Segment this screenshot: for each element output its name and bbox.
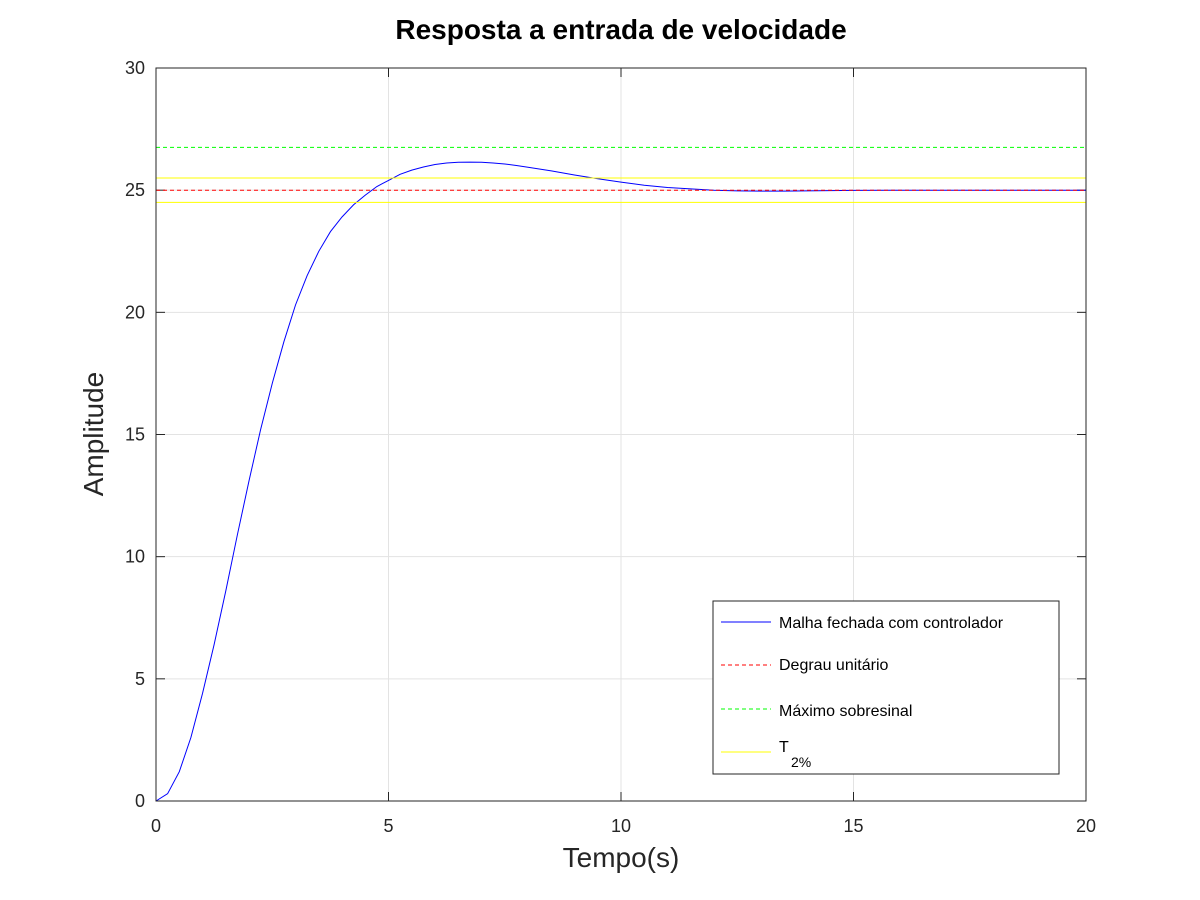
legend-label-maximo-sobresinal: Máximo sobresinal (779, 703, 912, 720)
y-tick-label: 0 (135, 791, 145, 811)
y-tick-label: 30 (125, 58, 145, 78)
legend-label-malha-fechada: Malha fechada com controlador (779, 615, 1004, 632)
y-tick-label: 5 (135, 669, 145, 689)
x-axis-label: Tempo(s) (563, 842, 680, 873)
series-lines (155, 146, 1086, 802)
series-line-0 (155, 161, 1086, 802)
legend: Malha fechada com controlador Degrau uni… (712, 600, 1060, 775)
x-tick-label: 5 (383, 816, 393, 836)
y-tick-label: 20 (125, 302, 145, 322)
y-tick-label: 15 (125, 425, 145, 445)
chart-title: Resposta a entrada de velocidade (395, 14, 846, 45)
axis-ticks: 0 5 10 15 20 0 5 10 15 20 25 30 (125, 58, 1096, 836)
x-tick-label: 0 (151, 816, 161, 836)
y-tick-label: 10 (125, 547, 145, 567)
x-tick-label: 20 (1076, 816, 1096, 836)
legend-box (712, 600, 1060, 775)
x-tick-label: 10 (611, 816, 631, 836)
legend-label-t2-subscript: 2% (791, 754, 811, 770)
plot-frame (155, 67, 1087, 802)
legend-label-t2: T (779, 739, 789, 756)
y-axis-label: Amplitude (78, 372, 109, 497)
x-tick-label: 15 (843, 816, 863, 836)
y-tick-label: 25 (125, 180, 145, 200)
legend-label-degrau-unitario: Degrau unitário (779, 657, 889, 674)
